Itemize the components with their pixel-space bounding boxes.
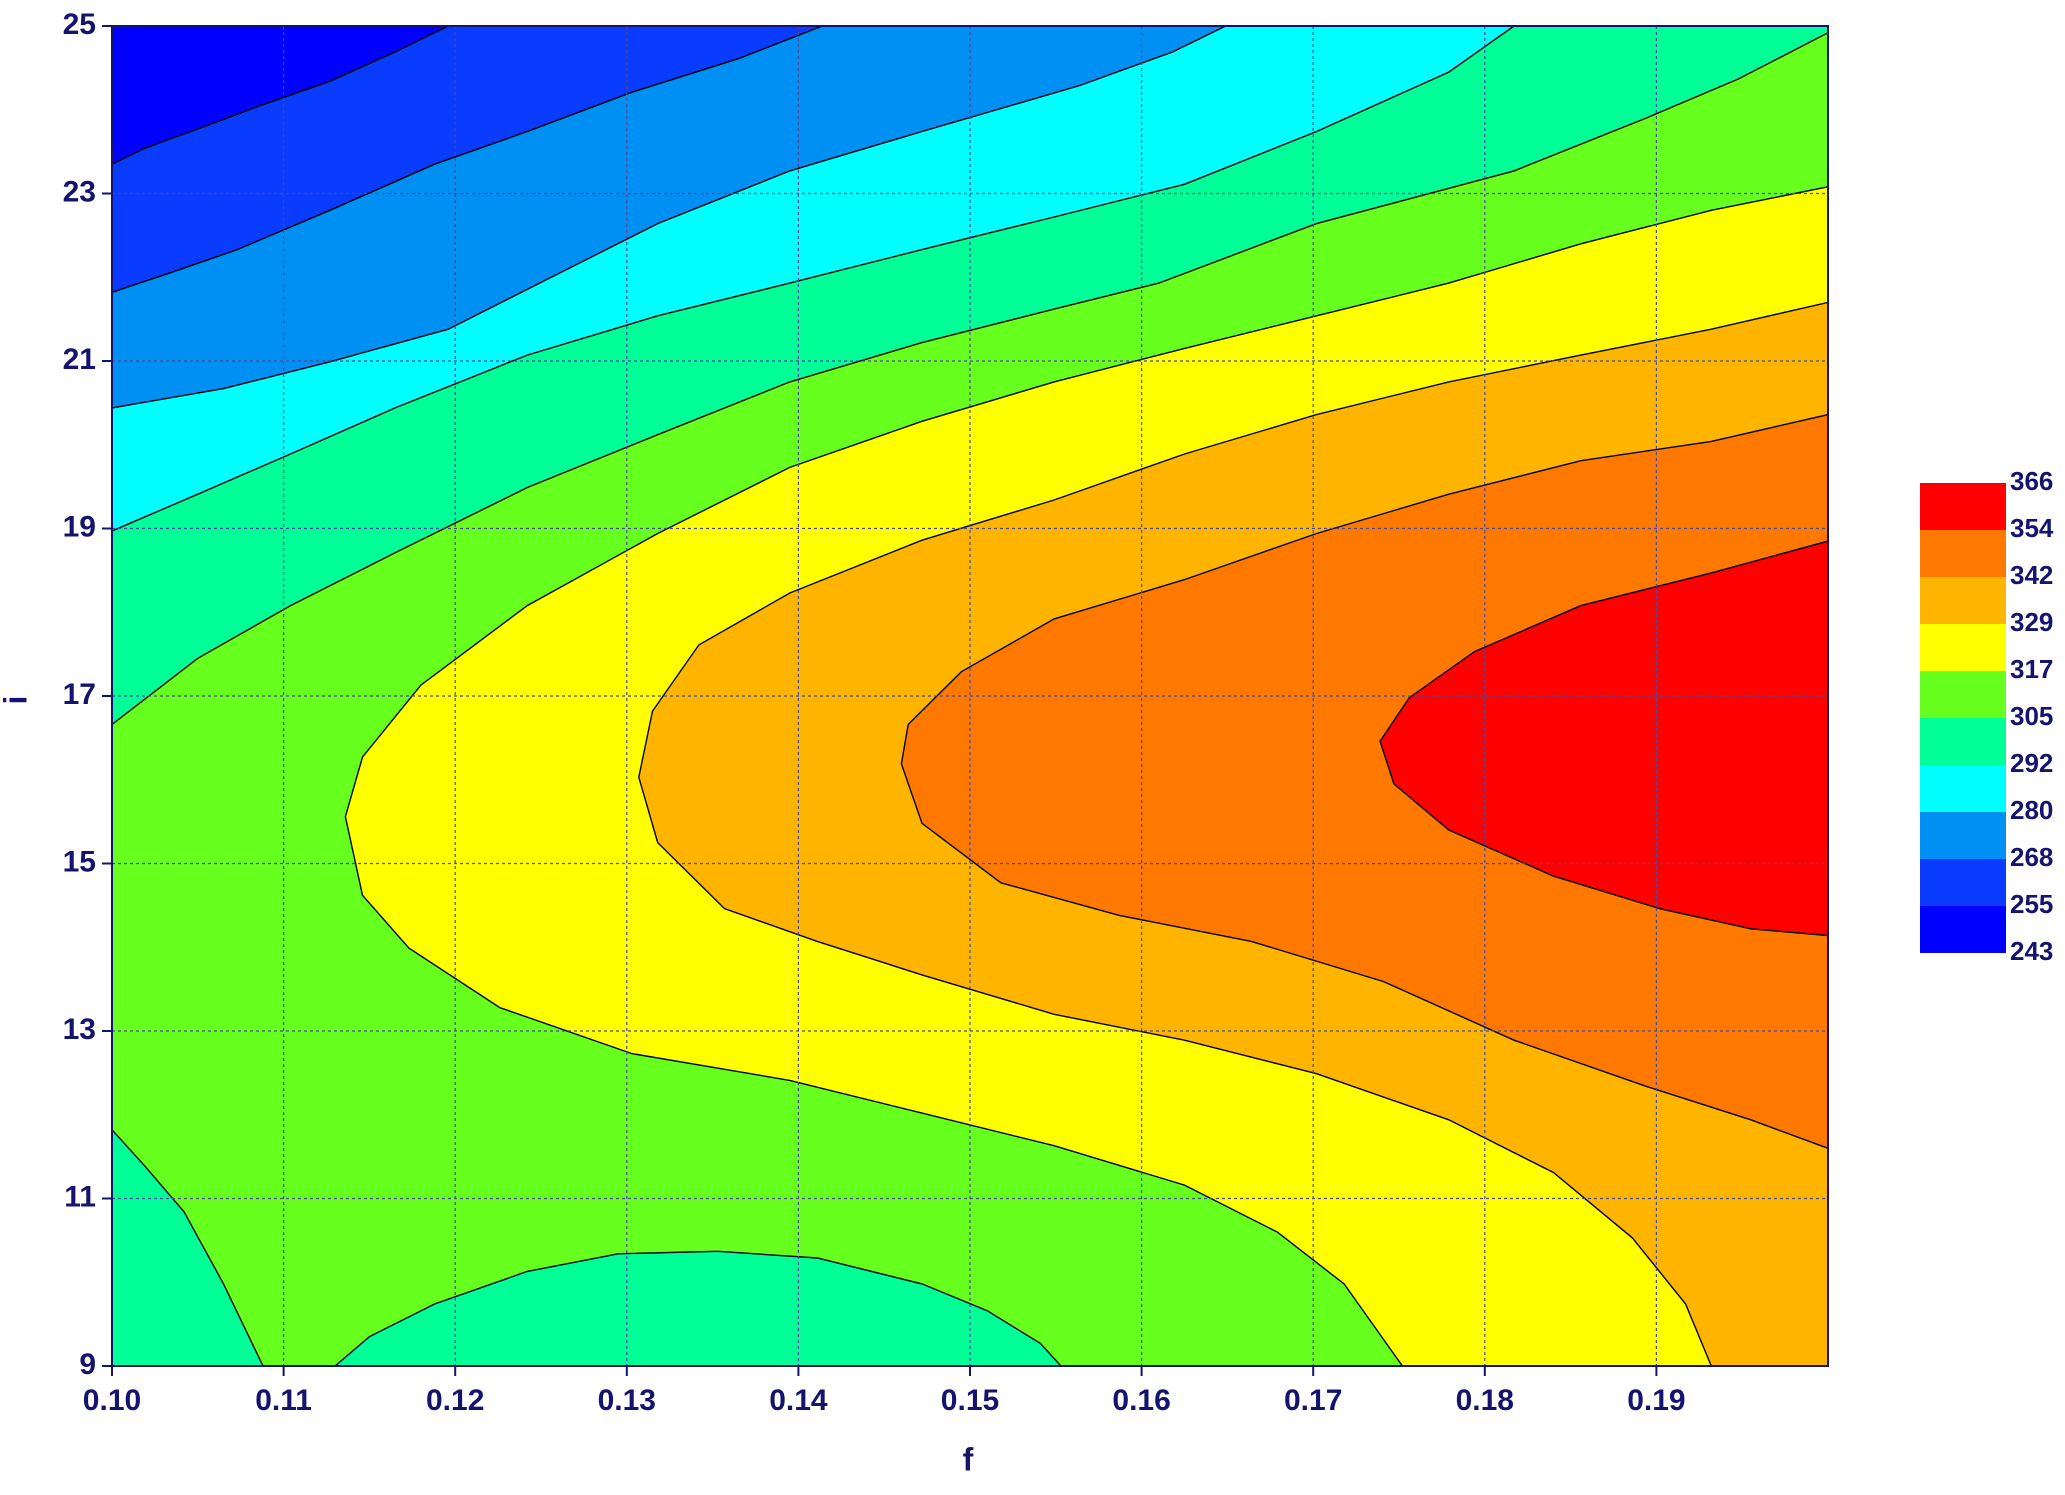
y-tick-label: 21	[63, 343, 96, 376]
colorbar-band	[1920, 577, 2006, 624]
colorbar-label: 317	[2010, 654, 2053, 684]
x-axis-label: f	[963, 1441, 974, 1477]
contour-line	[112, 1129, 264, 1366]
y-tick-label: 25	[63, 8, 96, 41]
colorbar-band	[1920, 859, 2006, 906]
contour-band	[901, 414, 1828, 1149]
contour-band	[1380, 541, 1828, 936]
x-tick-label: 0.14	[769, 1384, 828, 1417]
contour-line	[900, 413, 1828, 1149]
y-tick-label: 9	[79, 1348, 96, 1381]
contour-line	[344, 186, 1828, 1366]
colorbar-label: 255	[2010, 889, 2053, 919]
plot-frame	[111, 25, 1829, 1367]
contour-line	[334, 1250, 1062, 1366]
axes: 0.10 0.11 0.12 0.13 0.14 0.15 0.16 0.17 0.18 0.19…	[63, 8, 1829, 1417]
x-tick-label: 0.12	[426, 1384, 484, 1417]
colorbar-label: 243	[2010, 936, 2053, 966]
colorbar-label: 354	[2010, 513, 2054, 543]
y-tick-label: 13	[63, 1013, 96, 1046]
contour-line	[112, 26, 1227, 409]
colorbar-band	[1920, 718, 2006, 765]
contour-lines	[112, 26, 1828, 1366]
y-tick-label: 11	[64, 1180, 96, 1213]
y-tick-label: 17	[63, 678, 96, 711]
colorbar-label: 292	[2010, 748, 2053, 778]
contour-line	[638, 301, 1828, 1366]
y-tick-label: 19	[63, 510, 96, 543]
x-tick-label: 0.10	[83, 1384, 141, 1417]
x-tick-label: 0.19	[1627, 1384, 1685, 1417]
x-tick-label: 0.11	[255, 1384, 312, 1417]
colorbar-label: 366	[2010, 466, 2053, 496]
contour-line	[112, 26, 1515, 532]
colorbar-band	[1920, 906, 2006, 953]
colorbar-band	[1920, 765, 2006, 812]
colorbar-band	[1920, 483, 2006, 530]
colorbar-band	[1920, 671, 2006, 718]
contour-line	[112, 26, 823, 293]
colorbar-band	[1920, 530, 2006, 577]
y-tick-label: 23	[63, 175, 96, 208]
x-tick-label: 0.18	[1456, 1384, 1514, 1417]
contour-line	[1379, 540, 1828, 937]
colorbar-band	[1920, 812, 2006, 859]
x-tick-label: 0.17	[1284, 1384, 1342, 1417]
colorbar-label: 342	[2010, 560, 2053, 590]
y-axis-label: i	[0, 696, 33, 705]
colorbar-label: 280	[2010, 795, 2053, 825]
contour-line	[112, 32, 1828, 726]
colorbar-label: 329	[2010, 607, 2053, 637]
x-tick-label: 0.15	[941, 1384, 999, 1417]
colorbar-band	[1920, 624, 2006, 671]
colorbar-label: 305	[2010, 701, 2053, 731]
x-tick-label: 0.13	[598, 1384, 656, 1417]
contour-line	[112, 26, 449, 165]
y-tick-label: 15	[63, 845, 96, 878]
colorbar-label: 268	[2010, 842, 2053, 872]
x-tick-label: 0.16	[1112, 1384, 1170, 1417]
